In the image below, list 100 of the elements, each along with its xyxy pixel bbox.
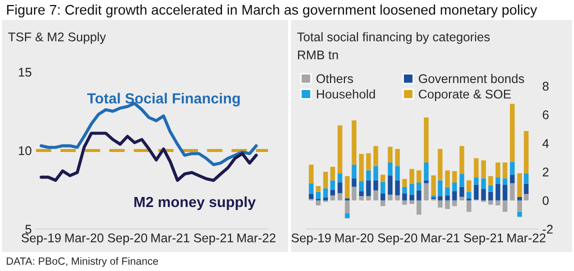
bar: [359, 181, 364, 192]
x-tick-label: Sep-19: [22, 233, 61, 245]
x-tick-label: Sep-21: [194, 233, 234, 245]
bar: [402, 186, 407, 194]
chart-title: Total social financing by categories: [297, 32, 490, 44]
x-tick-label: Mar-20: [335, 233, 374, 242]
bar: [445, 200, 450, 209]
bar: [459, 174, 464, 187]
bar: [352, 178, 356, 187]
bar: [366, 180, 371, 196]
bar: [344, 200, 350, 214]
bar: [388, 175, 393, 195]
bar: [316, 200, 321, 206]
bar: [438, 148, 443, 180]
bar: [524, 184, 529, 194]
series-label: M2 money supply: [134, 196, 256, 210]
bar: [323, 188, 328, 198]
line-series: [40, 132, 258, 182]
bar: [431, 175, 436, 196]
bar: [308, 194, 314, 199]
bar: [502, 178, 508, 185]
y-tick-label: 10: [18, 146, 32, 156]
bar: [395, 166, 400, 180]
bar: [496, 200, 500, 206]
bar: [316, 192, 321, 199]
bar: [416, 182, 422, 190]
bar: [445, 188, 450, 196]
y-tick-label: -2: [542, 224, 553, 234]
bar: [330, 166, 335, 180]
bar: [502, 162, 508, 178]
bar: [502, 200, 508, 212]
bar: [517, 200, 522, 212]
bar: [524, 173, 529, 184]
bar: [388, 194, 393, 200]
bar: [395, 180, 400, 196]
bar: [424, 183, 429, 200]
bar: [510, 174, 515, 184]
bar: [330, 180, 335, 190]
bar: [338, 182, 342, 194]
x-tick-label: Mar-21: [151, 233, 190, 242]
series-label: Total Social Financing: [87, 92, 240, 106]
bar: [410, 184, 414, 195]
bar: [366, 170, 371, 180]
bar: [380, 174, 386, 182]
y-tick-label: 15: [18, 68, 32, 77]
bar: [452, 191, 457, 200]
bar: [438, 196, 443, 200]
x-tick-label: Mar-20: [65, 233, 104, 242]
bar: [466, 180, 472, 192]
x-tick-label: Sep-19: [292, 233, 331, 245]
legend-label: Coporate & SOE: [418, 90, 511, 102]
legend-label: Household: [316, 89, 375, 99]
bar: [452, 182, 457, 192]
y-tick-label: 0: [542, 196, 549, 206]
bar: [366, 196, 371, 200]
bar: [445, 170, 450, 188]
bar: [474, 178, 479, 185]
y-tick-label: 2: [542, 168, 548, 176]
x-tick-label: Sep-21: [464, 233, 504, 245]
bar: [380, 200, 386, 206]
bar: [517, 212, 522, 217]
bar: [438, 200, 443, 208]
bar: [424, 162, 429, 180]
bar: [431, 195, 436, 198]
chart-subtitle: RMB tn: [298, 50, 338, 60]
bar: [366, 153, 371, 170]
bar: [410, 168, 414, 184]
bar: [373, 190, 378, 200]
bar: [388, 162, 393, 176]
bar: [380, 193, 386, 200]
bar: [402, 200, 407, 205]
bar: [524, 131, 529, 174]
bar: [338, 173, 342, 183]
bar: [496, 162, 500, 178]
y-tick-label: 4: [542, 139, 549, 148]
chart-subtitle: TSF & M2 Supply: [8, 32, 106, 44]
x-tick-label: Sep-20: [108, 233, 148, 245]
text: DATA: PBoC, Ministry of Finance: [6, 257, 158, 267]
bar: [416, 170, 422, 183]
bar: [410, 200, 414, 204]
bar: [338, 193, 342, 200]
bar: [510, 162, 515, 175]
bar: [416, 190, 422, 200]
bar: [395, 195, 400, 200]
bar: [359, 196, 364, 200]
bar: [517, 173, 522, 197]
bar: [359, 191, 364, 196]
bar: [438, 180, 443, 196]
bar: [323, 198, 328, 200]
bar: [352, 120, 356, 165]
bar: [380, 182, 386, 194]
bar: [359, 154, 364, 182]
bar: [488, 192, 493, 200]
bar: [308, 183, 314, 194]
x-tick-label: Mar-22: [237, 233, 276, 242]
bar: [474, 184, 479, 200]
bar: [352, 164, 356, 178]
bar: [395, 148, 400, 166]
bar: [388, 146, 393, 163]
bar: [496, 184, 500, 200]
